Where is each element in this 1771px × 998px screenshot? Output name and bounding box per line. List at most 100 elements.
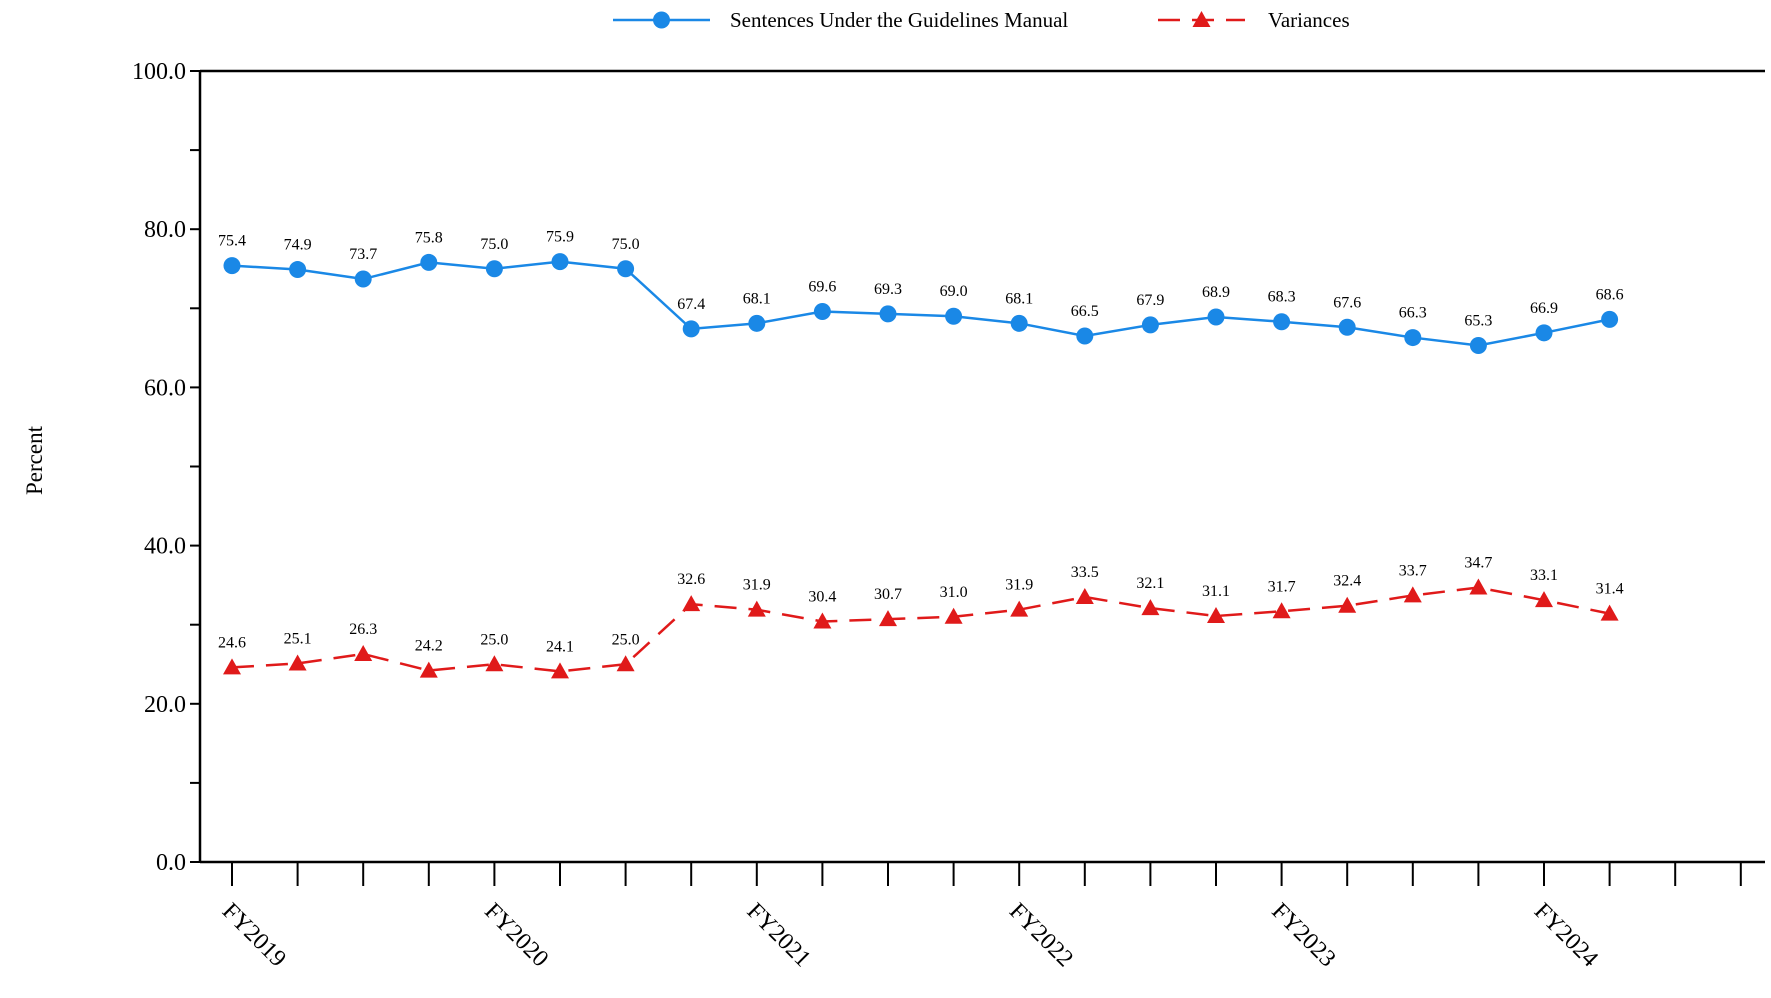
- data-point: [1010, 600, 1029, 617]
- data-point: [617, 260, 635, 278]
- legend-label: Sentences Under the Guidelines Manual: [730, 8, 1068, 32]
- legend-label: Variances: [1268, 8, 1350, 32]
- data-label: 66.3: [1399, 305, 1427, 322]
- data-point: [551, 662, 569, 679]
- series-guidelines: 75.4 74.9 73.7 75.8 75.0 75.9 75.0 67.4 68.1 69.6…: [218, 229, 1624, 354]
- y-tick-label: 40.0: [144, 534, 186, 560]
- data-point: [354, 270, 372, 288]
- data-label: 31.7: [1268, 578, 1296, 595]
- data-point: [747, 600, 766, 617]
- data-label: 33.1: [1530, 567, 1558, 584]
- data-label: 31.9: [743, 577, 771, 594]
- data-point: [1207, 606, 1225, 623]
- data-label: 75.0: [612, 236, 640, 253]
- y-tick-label: 0.0: [156, 850, 186, 876]
- data-point: [1404, 329, 1422, 347]
- data-point: [354, 644, 373, 661]
- data-point: [616, 655, 635, 672]
- data-label: 69.3: [874, 281, 902, 298]
- y-tick-label: 100.0: [132, 59, 186, 85]
- data-label: 25.0: [612, 631, 640, 648]
- data-point: [289, 261, 307, 279]
- data-label: 24.1: [546, 638, 574, 655]
- legend-marker: [1192, 11, 1211, 27]
- data-point: [1141, 599, 1160, 616]
- data-point: [1272, 602, 1291, 619]
- x-tick-label: FY2019: [217, 898, 291, 972]
- data-label: 73.7: [349, 246, 377, 263]
- data-label: 68.6: [1596, 286, 1624, 303]
- data-label: 68.3: [1268, 289, 1296, 306]
- data-label: 75.4: [218, 233, 246, 250]
- data-point: [1535, 324, 1553, 342]
- data-point: [813, 302, 831, 320]
- data-point: [813, 612, 832, 629]
- data-label: 24.2: [415, 638, 443, 655]
- data-label: 65.3: [1464, 312, 1492, 329]
- data-point: [1207, 308, 1225, 326]
- data-label: 75.0: [480, 236, 508, 253]
- x-tick-label: FY2022: [1004, 898, 1078, 972]
- series-line: [231, 586, 1610, 673]
- data-point: [1273, 313, 1291, 331]
- data-point: [1076, 327, 1094, 345]
- legend-item-guidelines: Sentences Under the Guidelines Manual: [613, 8, 1068, 32]
- data-label: 66.5: [1071, 303, 1099, 320]
- data-label: 25.0: [480, 631, 508, 648]
- data-point: [420, 253, 438, 271]
- data-label: 31.0: [940, 584, 968, 601]
- x-tick-label: FY2023: [1266, 898, 1340, 972]
- data-label: 68.1: [1005, 290, 1033, 307]
- data-point: [288, 654, 307, 671]
- data-point: [485, 655, 504, 672]
- data-label: 32.4: [1333, 573, 1361, 590]
- series-variances: 24.6 25.1 26.3 24.2 25.0 24.1 25.0 32.6 31.9 30.4…: [218, 555, 1624, 679]
- data-point: [223, 658, 241, 675]
- data-label: 32.1: [1136, 575, 1164, 592]
- data-point: [1338, 596, 1357, 613]
- data-point: [223, 257, 241, 275]
- data-label: 25.1: [284, 630, 312, 647]
- data-point: [485, 260, 503, 278]
- y-tick-label: 80.0: [144, 217, 186, 243]
- data-label: 30.7: [874, 586, 902, 603]
- data-point: [1469, 578, 1488, 595]
- data-label: 33.7: [1399, 562, 1427, 579]
- y-tick-label: 60.0: [144, 375, 186, 401]
- data-label: 31.9: [1005, 577, 1033, 594]
- data-point: [419, 661, 438, 678]
- data-point: [682, 595, 701, 612]
- data-point: [1338, 318, 1356, 336]
- data-point: [1600, 604, 1619, 621]
- data-label: 69.6: [808, 278, 836, 295]
- data-label: 31.4: [1596, 581, 1624, 598]
- data-label: 67.4: [677, 296, 705, 313]
- data-label: 32.6: [677, 571, 705, 588]
- data-label: 75.8: [415, 229, 443, 246]
- data-point: [879, 610, 897, 627]
- data-point: [1403, 586, 1422, 603]
- data-label: 34.7: [1464, 555, 1492, 572]
- data-point: [1601, 310, 1619, 328]
- data-point: [1075, 588, 1094, 605]
- data-label: 74.9: [284, 237, 312, 254]
- y-tick-label: 20.0: [144, 692, 186, 718]
- data-label: 30.4: [808, 589, 836, 606]
- x-tick-label: FY2021: [742, 898, 816, 972]
- axes: 0.0 20.0 40.0 60.0 80.0 100.0 FY2019 FY2020 FY20…: [132, 59, 1765, 972]
- data-point: [1141, 316, 1159, 334]
- data-label: 67.6: [1333, 294, 1361, 311]
- x-tick-label: FY2024: [1529, 898, 1603, 972]
- data-label: 66.9: [1530, 300, 1558, 317]
- data-label: 24.6: [218, 634, 246, 651]
- legend-item-variances: Variances: [1158, 8, 1350, 32]
- data-point: [1010, 314, 1028, 332]
- data-point: [1469, 336, 1487, 354]
- data-point: [551, 253, 569, 271]
- y-axis-label: Percent: [22, 425, 47, 495]
- data-label: 26.3: [349, 621, 377, 638]
- data-point: [1535, 591, 1553, 608]
- data-point: [682, 320, 700, 338]
